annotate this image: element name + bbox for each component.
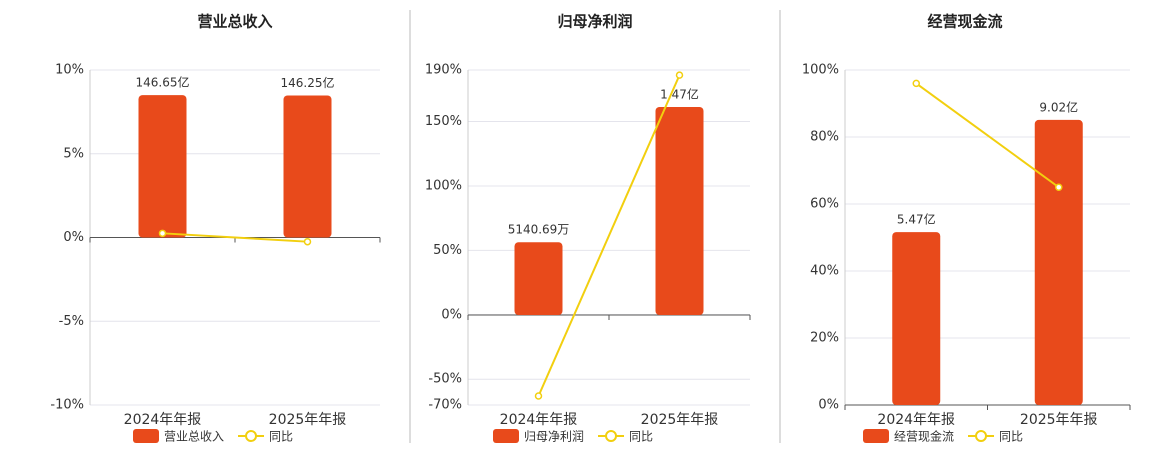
y-tick-label: -5%: [59, 314, 84, 329]
y-tick-label: 150%: [425, 114, 462, 129]
chart-title: 经营现金流: [927, 13, 1002, 31]
legend-label: 同比: [629, 430, 653, 444]
y-tick-label: 0%: [63, 230, 84, 245]
chart-title: 归母净利润: [557, 13, 632, 31]
legend-label: 归母净利润: [524, 430, 584, 444]
line: [162, 232, 308, 243]
line-point: [158, 229, 167, 238]
bar: [138, 95, 187, 238]
line: [915, 82, 1060, 189]
y-tick-label: -70%: [428, 398, 462, 413]
legend-icon: [245, 430, 258, 442]
value-label: 5.47亿: [897, 212, 936, 227]
value-label: 1.47亿: [660, 86, 699, 101]
line-point: [534, 392, 543, 400]
legend-label: 营业总收入: [164, 430, 224, 444]
y-tick-label: 40%: [810, 264, 839, 279]
legend-label: 同比: [999, 430, 1023, 444]
y-tick-label: 50%: [433, 243, 462, 258]
y-tick-label: 10%: [55, 63, 84, 78]
line-point: [912, 79, 920, 88]
x-tick-label: 2024年年报: [877, 412, 955, 428]
x-tick-label: 2025年年报: [1020, 412, 1098, 428]
legend-icon: [975, 430, 988, 442]
x-tick-label: 2025年年报: [641, 412, 719, 428]
y-tick-label: 80%: [810, 130, 839, 145]
legend-icon: [863, 429, 889, 443]
legend-icon: [493, 429, 519, 443]
line-point: [1055, 183, 1063, 191]
y-tick-label: -50%: [428, 372, 462, 387]
value-label: 146.65亿: [136, 75, 190, 90]
value-label: 9.02亿: [1039, 99, 1078, 114]
bar: [1034, 119, 1083, 405]
value-label: 5140.69万: [508, 223, 570, 237]
legend-label: 同比: [269, 430, 293, 444]
chart-title: 营业总收入: [197, 13, 272, 31]
line-point: [303, 237, 312, 246]
legend-icon: [133, 429, 159, 443]
legend-icon: [605, 430, 618, 442]
y-tick-label: 60%: [810, 197, 839, 212]
y-tick-label: 20%: [810, 331, 839, 346]
y-tick-label: -10%: [50, 398, 84, 413]
bar: [283, 95, 332, 238]
value-label: 146.25亿: [281, 75, 335, 90]
bar: [892, 232, 941, 405]
y-tick-label: 0%: [441, 307, 462, 322]
y-tick-label: 100%: [802, 63, 839, 78]
bar: [514, 242, 563, 315]
legend-label: 经营现金流: [894, 429, 954, 444]
x-tick-label: 2024年年报: [124, 412, 202, 428]
bar: [655, 106, 704, 315]
y-tick-label: 190%: [425, 63, 462, 78]
y-tick-label: 0%: [818, 398, 839, 413]
x-tick-label: 2024年年报: [500, 412, 578, 428]
y-tick-label: 100%: [425, 178, 462, 193]
line-point: [675, 71, 684, 79]
line: [537, 74, 681, 397]
x-tick-label: 2025年年报: [269, 412, 347, 428]
y-tick-label: 5%: [63, 146, 84, 161]
